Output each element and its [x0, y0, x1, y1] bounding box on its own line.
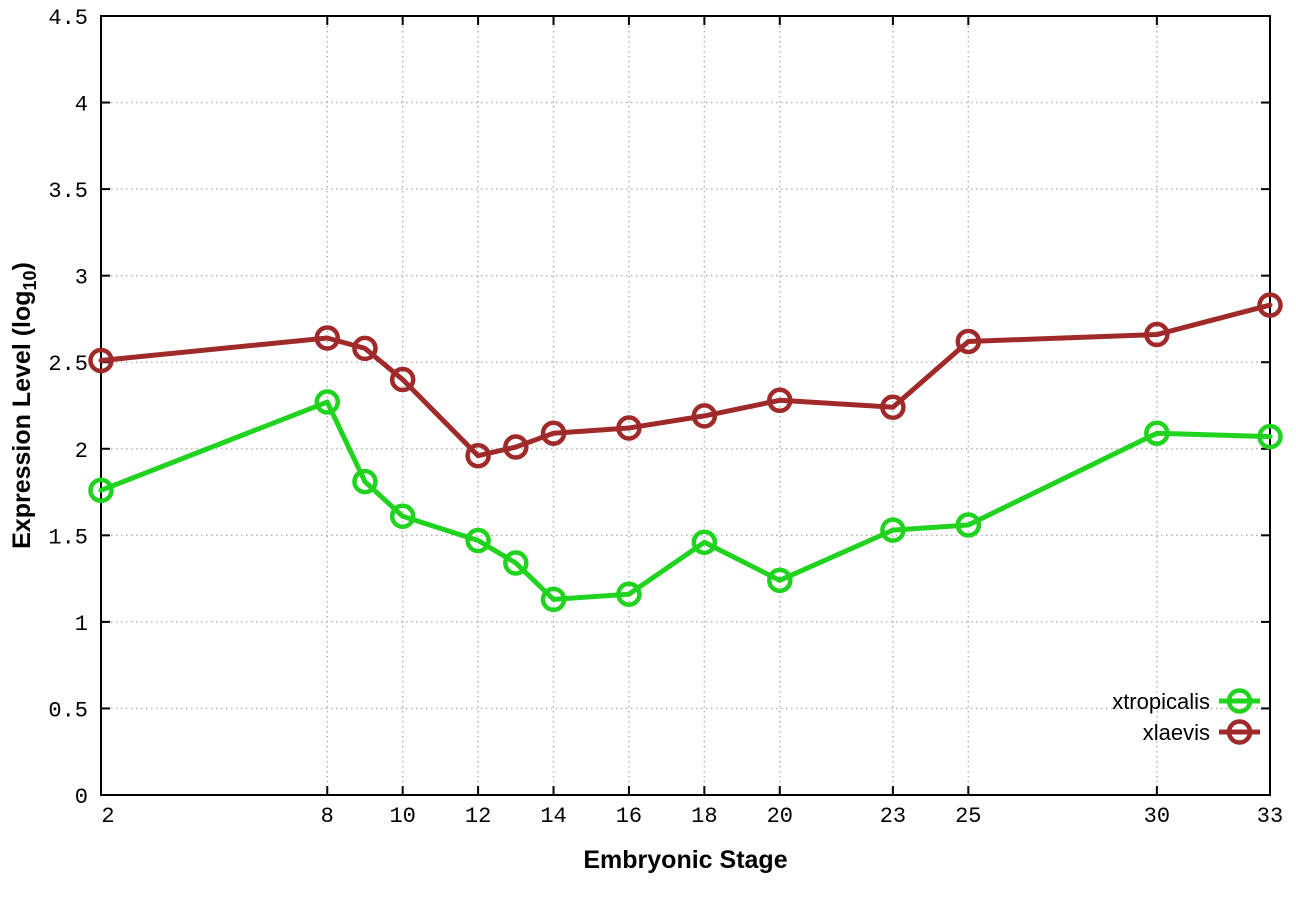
- series-xlaevis-line: [98, 302, 1273, 459]
- y-tick-label: 4.5: [48, 6, 88, 31]
- y-tick-label: 3: [75, 266, 88, 291]
- series-xlaevis-marker: [767, 387, 793, 414]
- series-xtropicalis-marker: [767, 567, 793, 594]
- series-xlaevis-marker: [616, 415, 642, 441]
- x-tick-label: 8: [321, 804, 334, 829]
- series-xtropicalis-marker: [465, 527, 491, 554]
- y-tick-label: 2: [75, 439, 88, 464]
- y-tick-label: 0: [75, 785, 88, 810]
- y-tick-label: 1.5: [48, 525, 88, 550]
- legend-marker-xlaevis: [1226, 719, 1253, 745]
- x-tick-label: 16: [616, 804, 642, 829]
- x-tick-label: 12: [465, 804, 491, 829]
- series-xlaevis-marker: [1257, 292, 1283, 318]
- series-xlaevis-marker: [540, 420, 567, 446]
- x-tick-label: 2: [101, 804, 114, 829]
- series-xtropicalis-marker: [616, 581, 642, 607]
- x-tick-label: 10: [389, 804, 415, 829]
- legend-label-xlaevis: xlaevis: [1143, 720, 1210, 745]
- series-xlaevis-marker: [955, 328, 982, 355]
- series-xlaevis-marker: [314, 325, 341, 351]
- series-xtropicalis-marker: [1144, 420, 1170, 446]
- series-xtropicalis-marker: [691, 529, 718, 556]
- series-xtropicalis-marker: [1257, 423, 1283, 450]
- legend: xtropicalis xlaevis: [1112, 688, 1260, 745]
- series-xlaevis: [88, 292, 1283, 469]
- series-xtropicalis-marker: [314, 389, 341, 415]
- y-tick-label: 3.5: [48, 179, 88, 204]
- x-tick-label: 23: [880, 804, 906, 829]
- legend-label-xtropicalis: xtropicalis: [1112, 689, 1210, 714]
- plot-border: [100, 15, 1271, 796]
- series-xlaevis-marker: [389, 366, 416, 393]
- series-xtropicalis-marker: [880, 517, 906, 543]
- x-axis-label: Embryonic Stage: [583, 846, 787, 874]
- series-xlaevis-marker: [691, 403, 718, 429]
- x-tick-label: 20: [767, 804, 793, 829]
- series-xtropicalis-marker: [88, 477, 114, 504]
- y-tick-label: 4: [75, 93, 88, 118]
- series-xlaevis-marker: [880, 394, 906, 420]
- x-tick-label: 30: [1144, 804, 1170, 829]
- x-tick-label: 33: [1257, 804, 1283, 829]
- y-axis-label: Expression Level (log10): [8, 262, 40, 549]
- y-tick-label: 2.5: [48, 352, 88, 377]
- y-tick-label: 1: [75, 612, 88, 637]
- series-xlaevis-marker: [352, 335, 378, 362]
- series-xtropicalis-marker: [389, 503, 416, 530]
- series-xtropicalis-marker: [503, 550, 529, 576]
- y-tick-label: 0.5: [48, 698, 88, 723]
- series-xlaevis-marker: [88, 347, 114, 374]
- x-tick-label: 18: [691, 804, 717, 829]
- series-xtropicalis-marker: [540, 586, 567, 613]
- x-tick-label: 14: [540, 804, 566, 829]
- y-axis-label-subscript: 10: [20, 270, 40, 290]
- y-axis-label-main: Expression Level (log: [8, 290, 36, 548]
- series-xtropicalis-marker: [352, 468, 378, 495]
- y-axis-label-suffix: ): [8, 262, 36, 270]
- legend-marker-xtropicalis: [1226, 688, 1253, 714]
- x-tick-label: 25: [955, 804, 981, 829]
- series-xtropicalis: [88, 389, 1283, 613]
- series-xlaevis-marker: [1144, 321, 1170, 348]
- series-xlaevis-marker: [465, 442, 491, 469]
- series-xlaevis-marker: [503, 434, 529, 460]
- series-xtropicalis-marker: [955, 512, 982, 538]
